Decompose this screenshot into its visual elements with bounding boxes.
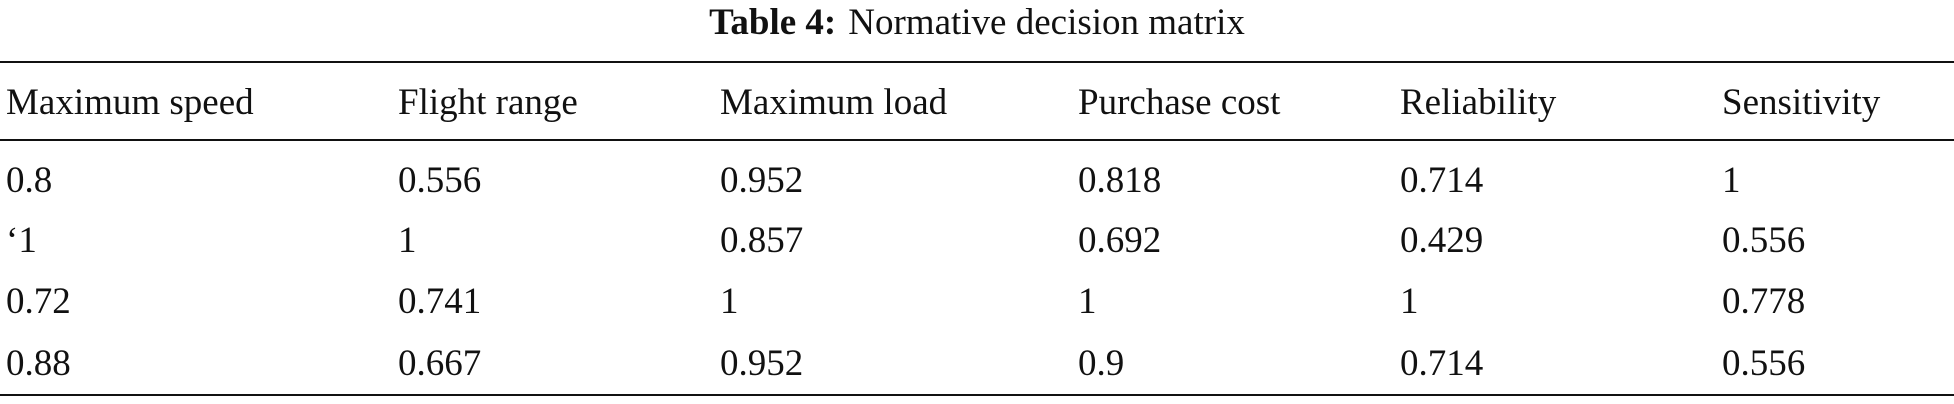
header-cell: Maximum load (720, 82, 948, 123)
header-cell: Maximum speed (6, 82, 254, 123)
table-cell: 0.952 (720, 160, 804, 201)
table-cell: 0.9 (1078, 343, 1125, 384)
table-caption: Table 4: Normative decision matrix (0, 0, 1954, 46)
table-cell: 0.778 (1722, 281, 1806, 322)
table-cell: 0.857 (720, 220, 804, 261)
table-cell: 0.556 (1722, 220, 1806, 261)
table-cell: 1 (1722, 160, 1741, 201)
table-cell: 0.714 (1400, 160, 1484, 201)
table-cell: 1 (398, 220, 417, 261)
top-rule (0, 61, 1954, 63)
table-cell: ‘1 (6, 220, 37, 261)
header-cell: Flight range (398, 82, 578, 123)
caption-label: Table 4: (709, 2, 837, 43)
table-cell: 0.692 (1078, 220, 1162, 261)
table-cell: 1 (720, 281, 739, 322)
table-cell: 0.8 (6, 160, 53, 201)
bottom-rule (0, 394, 1954, 396)
table-cell: 0.667 (398, 343, 482, 384)
caption-title: Normative decision matrix (848, 2, 1245, 43)
table-cell: 0.952 (720, 343, 804, 384)
table-cell: 0.556 (1722, 343, 1806, 384)
table-cell: 1 (1400, 281, 1419, 322)
table-cell: 1 (1078, 281, 1097, 322)
table-cell: 0.714 (1400, 343, 1484, 384)
header-cell: Reliability (1400, 82, 1557, 123)
header-cell: Purchase cost (1078, 82, 1281, 123)
table-cell: 0.556 (398, 160, 482, 201)
table-cell: 0.88 (6, 343, 71, 384)
table-cell: 0.818 (1078, 160, 1162, 201)
header-cell: Sensitivity (1722, 82, 1881, 123)
header-rule (0, 139, 1954, 141)
table-cell: 0.429 (1400, 220, 1484, 261)
table-cell: 0.72 (6, 281, 71, 322)
table-cell: 0.741 (398, 281, 482, 322)
